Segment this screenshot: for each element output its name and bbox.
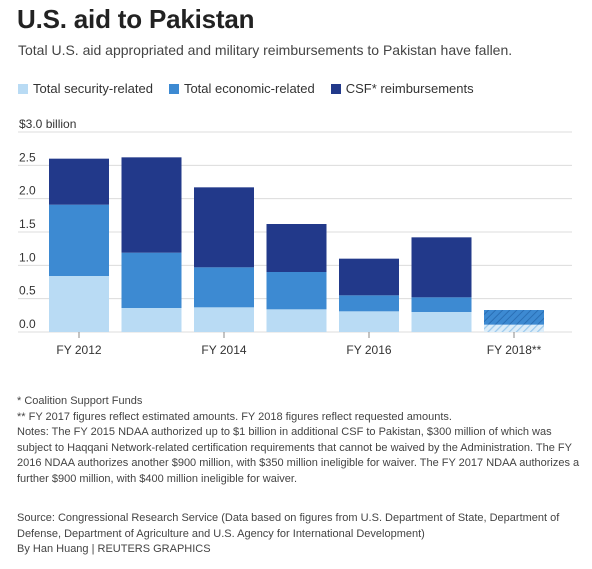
- bar-fy-2013-series-0: [121, 308, 182, 332]
- y-tick-label-1: 0.5: [19, 284, 36, 298]
- bar-fy-2016-series-0: [339, 311, 399, 332]
- y-tick-label-3: 1.5: [19, 217, 36, 231]
- bars: [49, 157, 544, 338]
- y-top-label: $3.0 billion: [19, 117, 76, 131]
- x-tick-label-2: FY 2014: [201, 343, 246, 357]
- bar-fy-2016-series-1: [339, 295, 399, 312]
- bar-fy-2015-series-2: [266, 224, 327, 272]
- bar-fy-2014-series-0: [194, 307, 254, 332]
- legend-item-economic: Total economic-related: [168, 81, 315, 96]
- bar-fy-2017-series-2: [411, 237, 472, 298]
- footnote-ndaa: Notes: The FY 2015 NDAA authorized up to…: [17, 426, 580, 485]
- legend-swatch-csf: [330, 83, 341, 94]
- legend-label-economic: Total economic-related: [183, 81, 315, 96]
- x-axis-labels: FY 2012 FY 2014 FY 2016 FY 2018**: [56, 343, 541, 357]
- bar-fy-2015-series-1: [266, 272, 327, 310]
- bar-fy-2017-series-0: [411, 312, 472, 332]
- y-axis-labels: 0.0 0.5 1.0 1.5 2.0 2.5 $3.0 billion: [19, 117, 76, 331]
- x-tick-label-6: FY 2018**: [487, 343, 542, 357]
- y-tick-label-4: 2.0: [19, 184, 36, 198]
- footnote-csf: * Coalition Support Funds: [17, 395, 143, 407]
- y-tick-label-5: 2.5: [19, 150, 36, 164]
- footnotes: * Coalition Support Funds ** FY 2017 fig…: [17, 394, 585, 487]
- legend-item-security: Total security-related: [18, 81, 153, 96]
- x-tick-label-4: FY 2016: [346, 343, 391, 357]
- legend-label-csf: CSF* reimbursements: [345, 81, 474, 96]
- source-text: Source: Congressional Research Service (…: [17, 512, 560, 540]
- byline: By Han Huang | REUTERS GRAPHICS: [17, 543, 211, 555]
- legend-swatch-economic: [168, 83, 179, 94]
- bar-fy-2012-series-0: [49, 276, 109, 332]
- x-tick-label-0: FY 2012: [56, 343, 101, 357]
- bar-fy-2013-series-2: [121, 157, 182, 253]
- chart-title: U.S. aid to Pakistan: [17, 4, 255, 34]
- bar-fy-2012-series-1: [49, 204, 109, 276]
- footnote-estimates: ** FY 2017 figures reflect estimated amo…: [17, 410, 452, 423]
- bar-fy-2014-series-1: [194, 267, 254, 308]
- legend-label-security: Total security-related: [33, 81, 153, 96]
- bar-fy-2018-series-1: [484, 310, 544, 325]
- bar-fy-2014-series-2: [194, 187, 254, 268]
- bar-fy-2013-series-1: [121, 252, 182, 308]
- bar-fy-2018-series-0: [484, 324, 544, 332]
- chart-subtitle: Total U.S. aid appropriated and military…: [18, 42, 513, 58]
- legend: Total security-related Total economic-re…: [18, 81, 490, 96]
- legend-item-csf: CSF* reimbursements: [330, 81, 474, 96]
- source-block: Source: Congressional Research Service (…: [17, 511, 585, 558]
- bar-fy-2017-series-1: [411, 297, 472, 312]
- y-tick-label-0: 0.0: [19, 317, 36, 331]
- bar-fy-2015-series-0: [266, 309, 327, 332]
- bar-fy-2012-series-2: [49, 158, 109, 205]
- y-tick-label-2: 1.0: [19, 250, 36, 264]
- bar-fy-2016-series-2: [339, 258, 399, 296]
- stacked-bar-chart: 0.00.51.01.52.02.5$3.0 billion FY 2012 FY…: [18, 117, 572, 357]
- legend-swatch-security: [18, 83, 28, 94]
